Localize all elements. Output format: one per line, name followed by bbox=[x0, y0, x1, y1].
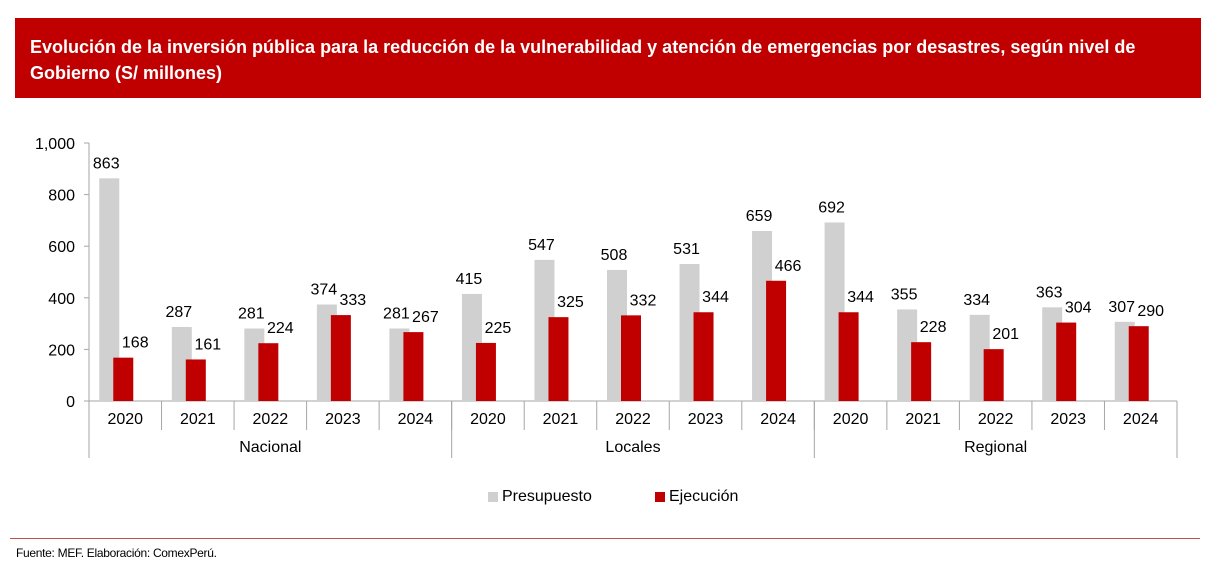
legend-item-ejecucion: Ejecución bbox=[655, 488, 738, 506]
bar-ejecucion bbox=[475, 342, 496, 401]
data-label-ejecucion: 344 bbox=[702, 289, 729, 306]
bar-ejecucion bbox=[766, 280, 787, 401]
x-tick-label: 2022 bbox=[615, 411, 651, 428]
data-label-presupuesto: 547 bbox=[528, 237, 555, 254]
data-label-ejecucion: 325 bbox=[557, 294, 584, 311]
y-tick-label: 400 bbox=[48, 291, 75, 308]
data-label-ejecucion: 228 bbox=[920, 319, 947, 336]
data-label-ejecucion: 466 bbox=[775, 258, 802, 275]
bar-ejecucion bbox=[1056, 322, 1077, 401]
x-tick-label: 2020 bbox=[107, 411, 143, 428]
x-tick-label: 2023 bbox=[1050, 411, 1086, 428]
y-tick-label: 0 bbox=[66, 394, 75, 411]
group-label: Locales bbox=[605, 439, 660, 456]
y-tick-label: 200 bbox=[48, 342, 75, 359]
x-tick-label: 2024 bbox=[760, 411, 796, 428]
data-label-presupuesto: 692 bbox=[818, 199, 845, 216]
group-label: Nacional bbox=[239, 439, 301, 456]
data-label-presupuesto: 531 bbox=[673, 241, 700, 258]
bar-ejecucion bbox=[911, 342, 932, 401]
data-label-ejecucion: 161 bbox=[194, 336, 221, 353]
y-tick-label: 600 bbox=[48, 239, 75, 256]
data-label-presupuesto: 281 bbox=[238, 306, 265, 323]
y-tick-label: 1,000 bbox=[35, 136, 75, 153]
x-tick-label: 2020 bbox=[470, 411, 506, 428]
x-tick-label: 2021 bbox=[180, 411, 216, 428]
data-label-ejecucion: 290 bbox=[1137, 303, 1164, 320]
title-banner: Evolución de la inversión pública para l… bbox=[15, 18, 1201, 98]
bar-ejecucion bbox=[330, 315, 351, 401]
data-label-ejecucion: 267 bbox=[412, 309, 439, 326]
footer-divider bbox=[10, 538, 1200, 539]
data-label-presupuesto: 281 bbox=[383, 306, 410, 323]
bar-ejecucion bbox=[838, 312, 859, 401]
data-label-ejecucion: 225 bbox=[485, 320, 512, 337]
bar-ejecucion bbox=[185, 359, 206, 401]
data-label-presupuesto: 287 bbox=[165, 304, 192, 321]
x-tick-label: 2023 bbox=[688, 411, 724, 428]
x-tick-label: 2021 bbox=[543, 411, 579, 428]
x-tick-label: 2024 bbox=[398, 411, 434, 428]
data-label-ejecucion: 168 bbox=[122, 335, 149, 352]
bar-ejecucion bbox=[403, 332, 424, 401]
legend-item-presupuesto: Presupuesto bbox=[488, 488, 592, 506]
x-tick-label: 2022 bbox=[253, 411, 289, 428]
bar-ejecucion bbox=[548, 317, 569, 401]
data-label-ejecucion: 333 bbox=[340, 292, 367, 309]
bar-ejecucion bbox=[113, 357, 134, 401]
data-label-presupuesto: 374 bbox=[311, 282, 338, 299]
data-label-ejecucion: 224 bbox=[267, 320, 294, 337]
bar-ejecucion bbox=[621, 315, 641, 401]
bar-ejecucion bbox=[1128, 326, 1149, 401]
legend-swatch-ejecucion bbox=[655, 492, 665, 502]
data-label-presupuesto: 863 bbox=[93, 155, 120, 172]
data-label-presupuesto: 659 bbox=[746, 208, 773, 225]
x-tick-label: 2024 bbox=[1123, 411, 1159, 428]
data-label-presupuesto: 508 bbox=[601, 247, 628, 264]
data-label-presupuesto: 334 bbox=[963, 292, 990, 309]
bar-presupuesto bbox=[99, 178, 120, 401]
data-label-presupuesto: 307 bbox=[1108, 299, 1135, 316]
source-note: Fuente: MEF. Elaboración: ComexPerú. bbox=[16, 546, 217, 560]
x-tick-label: 2022 bbox=[978, 411, 1014, 428]
group-label: Regional bbox=[964, 439, 1027, 456]
data-label-ejecucion: 304 bbox=[1065, 300, 1092, 317]
bar-ejecucion bbox=[258, 343, 279, 401]
data-label-ejecucion: 344 bbox=[847, 289, 874, 306]
bar-ejecucion bbox=[983, 349, 1004, 401]
chart-title: Evolución de la inversión pública para l… bbox=[30, 37, 1136, 83]
legend-swatch-presupuesto bbox=[488, 492, 498, 502]
legend-label-presupuesto: Presupuesto bbox=[502, 488, 592, 505]
legend-label-ejecucion: Ejecución bbox=[669, 488, 739, 505]
y-tick-label: 800 bbox=[48, 188, 75, 205]
x-tick-label: 2020 bbox=[833, 411, 869, 428]
data-label-presupuesto: 363 bbox=[1036, 284, 1063, 301]
data-label-ejecucion: 201 bbox=[992, 326, 1019, 343]
data-label-presupuesto: 355 bbox=[891, 286, 918, 303]
x-tick-label: 2021 bbox=[905, 411, 941, 428]
bar-ejecucion bbox=[693, 312, 714, 401]
data-label-ejecucion: 332 bbox=[630, 292, 657, 309]
x-tick-label: 2023 bbox=[325, 411, 361, 428]
data-label-presupuesto: 415 bbox=[456, 271, 483, 288]
legend: Presupuesto Ejecución bbox=[0, 488, 1220, 510]
